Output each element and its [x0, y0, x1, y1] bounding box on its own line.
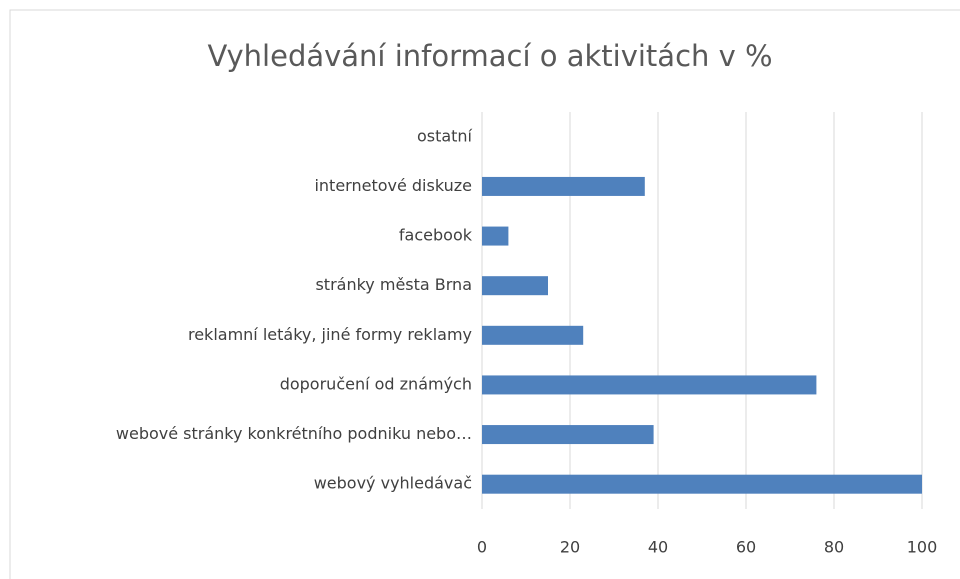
bar [482, 226, 509, 246]
bar [482, 176, 645, 196]
y-tick-label: webový vyhledávač [314, 474, 472, 493]
bar [482, 276, 548, 296]
bar [482, 474, 922, 494]
y-tick-label: reklamní letáky, jiné formy reklamy [188, 325, 472, 344]
x-tick-label: 40 [648, 538, 668, 557]
bar [482, 325, 584, 345]
bar [482, 425, 654, 445]
y-tick-label: doporučení od známých [280, 374, 472, 393]
y-tick-label: internetové diskuze [314, 176, 472, 195]
x-tick-label: 0 [477, 538, 487, 557]
x-tick-label: 100 [907, 538, 938, 557]
y-tick-label: facebook [399, 226, 473, 245]
x-tick-label: 80 [824, 538, 844, 557]
x-tick-label: 60 [736, 538, 756, 557]
y-tick-label: ostatní [417, 126, 473, 145]
y-tick-label: stránky města Brna [315, 275, 472, 294]
y-tick-label: webové stránky konkrétního podniku nebo… [116, 424, 472, 443]
x-tick-label: 20 [560, 538, 580, 557]
chart-title: Vyhledávání informací o aktivitách v % [207, 39, 772, 73]
bar [482, 375, 817, 395]
